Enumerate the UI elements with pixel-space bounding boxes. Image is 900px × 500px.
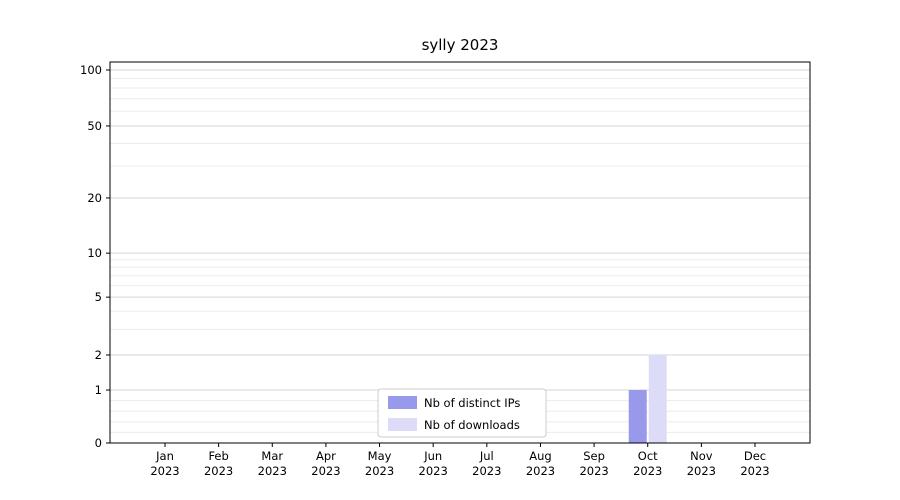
- x-tick-label: Jul 2023: [472, 449, 501, 478]
- y-tick-label: 20: [87, 191, 102, 205]
- x-tick-label: Feb 2023: [204, 449, 233, 478]
- chart-title: sylly 2023: [422, 36, 499, 54]
- legend-swatch: [388, 396, 417, 409]
- legend-label: Nb of distinct IPs: [424, 396, 520, 410]
- x-tick-label: Sep 2023: [579, 449, 608, 478]
- x-tick-label: Aug 2023: [526, 449, 555, 478]
- legend-swatch: [388, 418, 417, 431]
- plot-border: [109, 61, 811, 444]
- legend-box: [377, 388, 547, 438]
- x-tick-label: Jun 2023: [419, 449, 448, 478]
- x-tick-label: Jan 2023: [150, 449, 179, 478]
- y-tick-label: 2: [95, 348, 102, 362]
- x-tick-label: Mar 2023: [258, 449, 287, 478]
- y-tick-label: 50: [87, 119, 102, 133]
- bar-nb-of-distinct-ips: [628, 390, 647, 443]
- y-tick-label: 5: [95, 290, 102, 304]
- grid-layer: [110, 69, 810, 433]
- legend-label: Nb of downloads: [424, 418, 520, 432]
- x-tick-label: Oct 2023: [633, 449, 662, 478]
- x-tick-label: Apr 2023: [311, 449, 340, 478]
- y-tick-label: 1: [95, 383, 102, 397]
- y-tick-label: 10: [87, 246, 102, 260]
- y-tick-label: 0: [95, 436, 102, 450]
- axis-layer: 0 1 2 5 10 20 50 100 Jan 2023 Feb 2023 Mar 2023 Apr 202…: [80, 61, 811, 478]
- x-tick-label: Nov 2023: [687, 449, 716, 478]
- legend: Nb of distinct IPs Nb of downloads: [377, 388, 547, 438]
- x-tick-label: Dec 2023: [740, 449, 769, 478]
- y-tick-label: 100: [80, 63, 102, 77]
- bar-nb-of-downloads: [648, 354, 667, 443]
- bar-layer: [628, 354, 667, 443]
- x-tick-label: May 2023: [365, 449, 394, 478]
